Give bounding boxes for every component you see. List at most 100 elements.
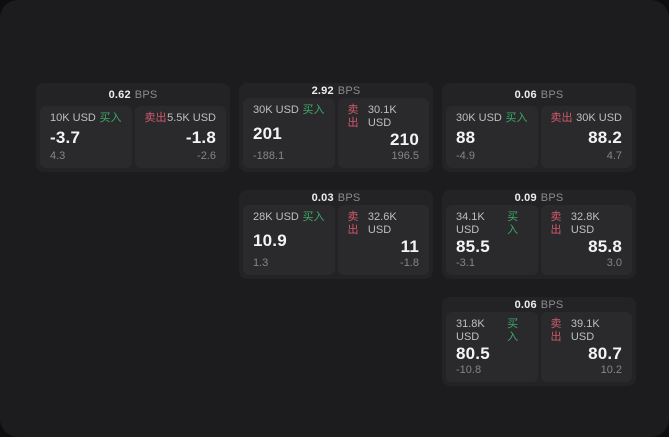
buy-panel[interactable]: 30K USD 买入 201 -188.1 bbox=[243, 98, 335, 168]
buy-panel-toprow: 30K USD 买入 bbox=[456, 112, 528, 125]
sell-price: 80.7 bbox=[588, 344, 622, 363]
card-header: 0.09 BPS bbox=[442, 190, 636, 205]
bps-unit-label: BPS bbox=[540, 191, 564, 204]
bps-value: 2.92 bbox=[311, 84, 334, 97]
buy-price: 80.5 bbox=[456, 344, 490, 363]
sell-sub-value: 3.0 bbox=[606, 257, 622, 269]
buy-side-label: 买入 bbox=[507, 318, 519, 343]
sell-price: 11 bbox=[400, 237, 419, 256]
panels: 31.8K USD 买入 80.5 -10.8 卖出 39.1K USD 80.… bbox=[442, 312, 636, 386]
sell-amount-label: 32.6K USD bbox=[367, 211, 397, 236]
sell-side-label: 卖出 bbox=[550, 112, 573, 124]
buy-sub-value: 1.3 bbox=[253, 257, 269, 269]
bps-unit-label: BPS bbox=[134, 88, 158, 101]
card-header: 0.06 BPS bbox=[442, 83, 636, 106]
quote-card: 0.06 BPS 31.8K USD 买入 80.5 -10.8 卖出 39.1… bbox=[442, 297, 636, 386]
bps-unit-label: BPS bbox=[337, 84, 361, 97]
card-header: 2.92 BPS bbox=[239, 83, 433, 98]
buy-sub-value: -188.1 bbox=[253, 150, 285, 162]
sell-side-label: 卖出 bbox=[144, 112, 167, 124]
buy-panel-toprow: 10K USD 买入 bbox=[50, 112, 122, 125]
buy-sub-value: -10.8 bbox=[456, 364, 482, 376]
card-header: 0.06 BPS bbox=[442, 297, 636, 312]
buy-panel[interactable]: 28K USD 买入 10.9 1.3 bbox=[243, 205, 335, 275]
sell-sub-value: 10.2 bbox=[600, 364, 622, 376]
sell-panel-toprow: 卖出 32.8K USD bbox=[551, 211, 623, 237]
buy-side-label: 买入 bbox=[507, 211, 519, 236]
sell-panel-toprow: 卖出 30K USD bbox=[551, 112, 623, 125]
buy-price: 10.9 bbox=[253, 230, 287, 250]
sell-side-label: 卖出 bbox=[550, 318, 562, 343]
quote-card: 0.62 BPS 10K USD 买入 -3.7 4.3 卖出 5.5K USD bbox=[36, 83, 230, 172]
sell-price: 88.2 bbox=[588, 127, 622, 147]
quote-cards-grid: 0.62 BPS 10K USD 买入 -3.7 4.3 卖出 5.5K USD bbox=[36, 83, 636, 386]
buy-side-label: 买入 bbox=[302, 104, 325, 116]
bps-value: 0.62 bbox=[108, 88, 131, 101]
buy-panel[interactable]: 10K USD 买入 -3.7 4.3 bbox=[40, 106, 132, 168]
sell-price: 85.8 bbox=[588, 237, 622, 256]
sell-side-label: 卖出 bbox=[550, 211, 562, 236]
bps-unit-label: BPS bbox=[540, 298, 564, 311]
sell-sub-value: 4.7 bbox=[606, 150, 622, 162]
sell-panel-toprow: 卖出 32.6K USD bbox=[348, 211, 420, 237]
buy-panel[interactable]: 34.1K USD 买入 85.5 -3.1 bbox=[446, 205, 538, 275]
buy-price: 88 bbox=[456, 127, 476, 147]
buy-panel-toprow: 31.8K USD 买入 bbox=[456, 318, 528, 344]
buy-price: 201 bbox=[253, 123, 282, 143]
buy-amount-label: 34.1K USD bbox=[456, 211, 485, 236]
buy-amount-label: 30K USD bbox=[456, 112, 502, 124]
sell-panel[interactable]: 卖出 39.1K USD 80.7 10.2 bbox=[540, 312, 632, 382]
sell-side-label: 卖出 bbox=[347, 211, 359, 236]
sell-amount-label: 32.8K USD bbox=[570, 211, 600, 236]
buy-panel[interactable]: 31.8K USD 买入 80.5 -10.8 bbox=[446, 312, 538, 382]
buy-panel-toprow: 30K USD 买入 bbox=[253, 104, 325, 117]
sell-panel[interactable]: 卖出 30.1K USD 210 196.5 bbox=[337, 98, 429, 168]
quote-card: 0.03 BPS 28K USD 买入 10.9 1.3 卖出 32.6K US… bbox=[239, 190, 433, 279]
buy-panel-toprow: 28K USD 买入 bbox=[253, 211, 325, 224]
panels: 34.1K USD 买入 85.5 -3.1 卖出 32.8K USD 85.8… bbox=[442, 205, 636, 279]
buy-sub-value: -4.9 bbox=[456, 150, 475, 162]
buy-amount-label: 10K USD bbox=[50, 112, 96, 124]
panels: 30K USD 买入 201 -188.1 卖出 30.1K USD 210 1… bbox=[239, 98, 433, 172]
sell-panel-toprow: 卖出 30.1K USD bbox=[348, 104, 420, 130]
sell-amount-label: 5.5K USD bbox=[167, 112, 216, 124]
bps-unit-label: BPS bbox=[540, 88, 564, 101]
buy-amount-label: 28K USD bbox=[253, 211, 299, 223]
panels: 30K USD 买入 88 -4.9 卖出 30K USD 88.2 4.7 bbox=[442, 106, 636, 172]
card-header: 0.62 BPS bbox=[36, 83, 230, 106]
sell-amount-label: 30K USD bbox=[576, 112, 622, 124]
bps-value: 0.03 bbox=[311, 191, 334, 204]
sell-panel[interactable]: 卖出 30K USD 88.2 4.7 bbox=[540, 106, 632, 168]
buy-side-label: 买入 bbox=[505, 112, 528, 124]
buy-panel[interactable]: 30K USD 买入 88 -4.9 bbox=[446, 106, 538, 168]
sell-amount-label: 30.1K USD bbox=[367, 104, 397, 129]
sell-sub-value: -1.8 bbox=[400, 257, 419, 269]
sell-panel[interactable]: 卖出 32.6K USD 11 -1.8 bbox=[337, 205, 429, 275]
sell-amount-label: 39.1K USD bbox=[570, 318, 600, 343]
quote-card: 2.92 BPS 30K USD 买入 201 -188.1 卖出 30.1K … bbox=[239, 83, 433, 172]
sell-panel[interactable]: 卖出 5.5K USD -1.8 -2.6 bbox=[134, 106, 226, 168]
sell-price: 210 bbox=[390, 130, 419, 149]
buy-panel-toprow: 34.1K USD 买入 bbox=[456, 211, 528, 237]
buy-price: -3.7 bbox=[50, 127, 81, 147]
sell-sub-value: -2.6 bbox=[197, 150, 216, 162]
panels: 10K USD 买入 -3.7 4.3 卖出 5.5K USD -1.8 -2.… bbox=[36, 106, 230, 172]
quote-card: 0.06 BPS 30K USD 买入 88 -4.9 卖出 30K USD bbox=[442, 83, 636, 172]
buy-amount-label: 30K USD bbox=[253, 104, 299, 116]
buy-amount-label: 31.8K USD bbox=[456, 318, 485, 343]
quote-card: 0.09 BPS 34.1K USD 买入 85.5 -3.1 卖出 32.8K… bbox=[442, 190, 636, 279]
sell-panel[interactable]: 卖出 32.8K USD 85.8 3.0 bbox=[540, 205, 632, 275]
panels: 28K USD 买入 10.9 1.3 卖出 32.6K USD 11 -1.8 bbox=[239, 205, 433, 279]
buy-side-label: 买入 bbox=[302, 211, 325, 223]
buy-price: 85.5 bbox=[456, 237, 490, 256]
card-header: 0.03 BPS bbox=[239, 190, 433, 205]
bps-value: 0.06 bbox=[514, 88, 537, 101]
buy-side-label: 买入 bbox=[99, 112, 122, 124]
sell-panel-toprow: 卖出 39.1K USD bbox=[551, 318, 623, 344]
bps-unit-label: BPS bbox=[337, 191, 361, 204]
bps-value: 0.06 bbox=[514, 298, 537, 311]
buy-sub-value: -3.1 bbox=[456, 257, 475, 269]
buy-sub-value: 4.3 bbox=[50, 150, 66, 162]
sell-sub-value: 196.5 bbox=[391, 150, 419, 162]
